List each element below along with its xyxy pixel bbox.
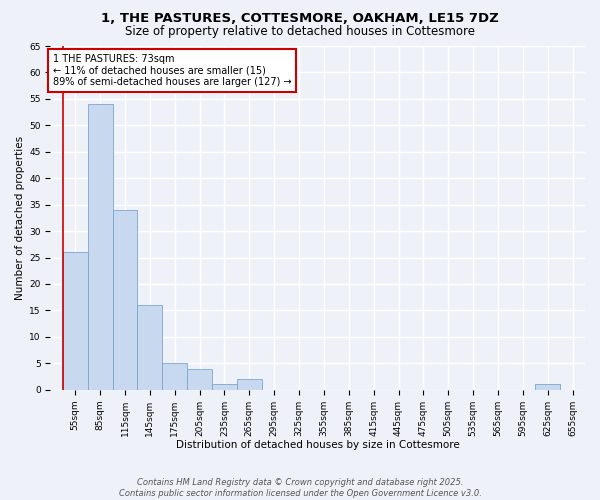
Bar — [88, 104, 113, 390]
Text: 1 THE PASTURES: 73sqm
← 11% of detached houses are smaller (15)
89% of semi-deta: 1 THE PASTURES: 73sqm ← 11% of detached … — [53, 54, 292, 87]
Bar — [212, 384, 237, 390]
X-axis label: Distribution of detached houses by size in Cottesmore: Distribution of detached houses by size … — [176, 440, 460, 450]
Bar — [113, 210, 137, 390]
Text: Size of property relative to detached houses in Cottesmore: Size of property relative to detached ho… — [125, 25, 475, 38]
Bar — [137, 305, 162, 390]
Bar — [162, 364, 187, 390]
Text: Contains HM Land Registry data © Crown copyright and database right 2025.
Contai: Contains HM Land Registry data © Crown c… — [119, 478, 481, 498]
Bar — [63, 252, 88, 390]
Bar — [237, 379, 262, 390]
Text: 1, THE PASTURES, COTTESMORE, OAKHAM, LE15 7DZ: 1, THE PASTURES, COTTESMORE, OAKHAM, LE1… — [101, 12, 499, 26]
Bar — [187, 368, 212, 390]
Bar — [535, 384, 560, 390]
Y-axis label: Number of detached properties: Number of detached properties — [15, 136, 25, 300]
